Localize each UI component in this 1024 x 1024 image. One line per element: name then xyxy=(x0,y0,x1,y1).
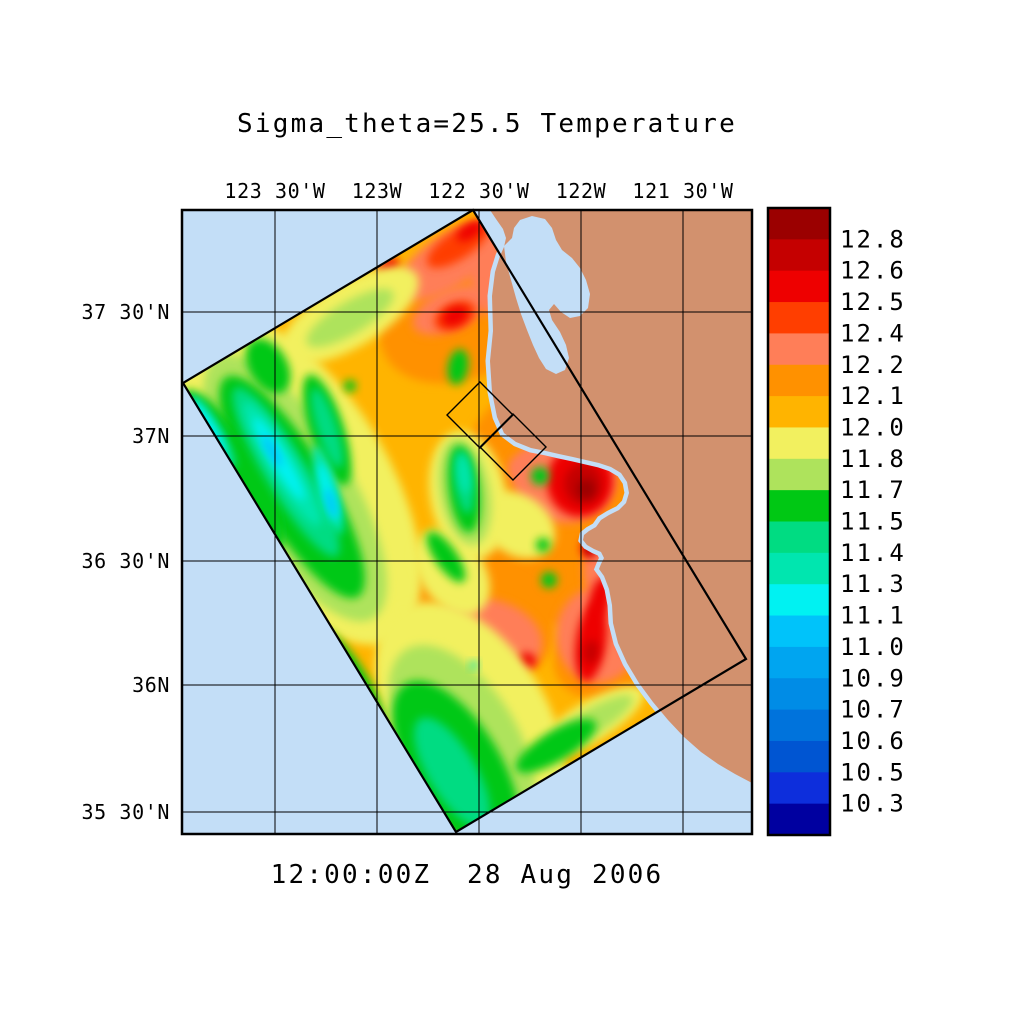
temperature-blob xyxy=(515,719,597,773)
map-border xyxy=(180,208,754,836)
colorbar-tick-label: 12.8 xyxy=(840,225,906,253)
colorbar-band xyxy=(768,333,830,366)
colorbar-band xyxy=(768,364,830,397)
colorbar-band xyxy=(768,521,830,554)
colorbar-tick-label: 12.0 xyxy=(840,413,906,441)
san-francisco-bay xyxy=(504,216,590,374)
colorbar-band xyxy=(768,396,830,429)
colorbar-border xyxy=(766,206,832,837)
colorbar-band xyxy=(768,646,830,679)
colorbar-tick-label: 11.8 xyxy=(840,445,906,473)
temperature-blob xyxy=(577,479,595,499)
colorbar-tick-label: 10.9 xyxy=(840,664,906,692)
temperature-blob xyxy=(470,661,478,669)
swath-outline xyxy=(181,208,748,834)
colorbar-band xyxy=(768,239,830,272)
temperature-blob xyxy=(457,454,471,494)
temperature-blob xyxy=(426,531,466,583)
colorbar-band xyxy=(768,302,830,334)
y-axis-labels: 37 30'N 37N 36 30'N 36N 35 30'N xyxy=(82,300,171,824)
y-tick-label: 35 30'N xyxy=(82,800,171,824)
x-axis-labels: 123 30'W 123W 122 30'W 122W 121 30'W xyxy=(224,179,733,203)
colorbar-band xyxy=(768,709,830,742)
y-tick-label: 37 30'N xyxy=(82,300,171,324)
colorbar-band xyxy=(768,615,830,648)
colorbar-band xyxy=(768,740,830,773)
colorbar-tick-label: 12.4 xyxy=(840,319,906,347)
colorbar-tick-label: 11.5 xyxy=(840,508,906,536)
colorbar-band xyxy=(768,490,830,523)
colorbar-band xyxy=(768,772,830,805)
x-tick-label: 122 30'W xyxy=(428,179,529,203)
colorbar-band xyxy=(768,270,830,303)
temperature-blob xyxy=(456,220,484,242)
temperature-blob xyxy=(344,380,356,392)
colorbar-tick-label: 10.3 xyxy=(840,790,906,818)
x-tick-label: 123 30'W xyxy=(224,179,325,203)
temperature-blob xyxy=(441,305,469,327)
colorbar-tick-label: 12.5 xyxy=(840,288,906,316)
temperature-blob xyxy=(531,467,549,485)
colorbar-tick-label: 12.2 xyxy=(840,351,906,379)
x-tick-label: 122W xyxy=(556,179,607,203)
colorbar-tick-label: 11.1 xyxy=(840,602,906,630)
colorbar-tick-label: 12.1 xyxy=(840,382,906,410)
colorbar-band xyxy=(768,678,830,711)
temperature-blob xyxy=(261,435,283,467)
y-tick-label: 36N xyxy=(132,673,170,697)
colorbar-tick-label: 11.7 xyxy=(840,476,906,504)
temperature-field xyxy=(183,210,746,832)
colorbar-band xyxy=(768,552,830,585)
y-tick-label: 37N xyxy=(132,424,170,448)
colorbar: 12.8 12.6 12.5 12.4 12.2 12.1 12.0 11.8 11.7 11.5… xyxy=(768,208,906,836)
temperature-blob xyxy=(588,576,612,620)
colorbar-tick-label: 11.4 xyxy=(840,539,906,567)
colorbar-band xyxy=(768,208,830,240)
temperature-blob xyxy=(480,491,556,559)
temperature-blob xyxy=(447,349,469,385)
temperature-blob xyxy=(536,538,550,552)
survey-box-1 xyxy=(446,381,514,449)
temperature-blob xyxy=(325,488,337,518)
colorbar-tick-label: 11.3 xyxy=(840,570,906,598)
colorbar-tick-label: 10.6 xyxy=(840,727,906,755)
timestamp-label: 12:00:00Z 28 Aug 2006 xyxy=(271,860,664,890)
temperature-blob xyxy=(245,338,291,394)
x-tick-label: 123W xyxy=(352,179,403,203)
plot-title: Sigma_theta=25.5 Temperature xyxy=(237,109,737,139)
colorbar-tick-label: 11.0 xyxy=(840,633,906,661)
temperature-blob xyxy=(541,572,557,588)
colorbar-tick-label: 10.5 xyxy=(840,758,906,786)
temperature-blob xyxy=(583,640,599,664)
colorbar-band xyxy=(768,458,830,491)
x-tick-label: 121 30'W xyxy=(632,179,733,203)
y-tick-label: 36 30'N xyxy=(82,549,171,573)
temperature-blob xyxy=(622,640,646,660)
temperature-blob xyxy=(310,387,344,469)
temperature-blob xyxy=(414,717,490,827)
colorbar-band xyxy=(768,584,830,617)
colorbar-band xyxy=(768,427,830,460)
colorbar-band xyxy=(768,803,830,836)
graticule xyxy=(182,210,752,834)
temperature-blob xyxy=(585,544,593,554)
colorbar-tick-label: 12.6 xyxy=(840,257,906,285)
survey-box-2 xyxy=(479,413,547,481)
colorbar-tick-label: 10.7 xyxy=(840,696,906,724)
temperature-blob xyxy=(306,288,394,348)
